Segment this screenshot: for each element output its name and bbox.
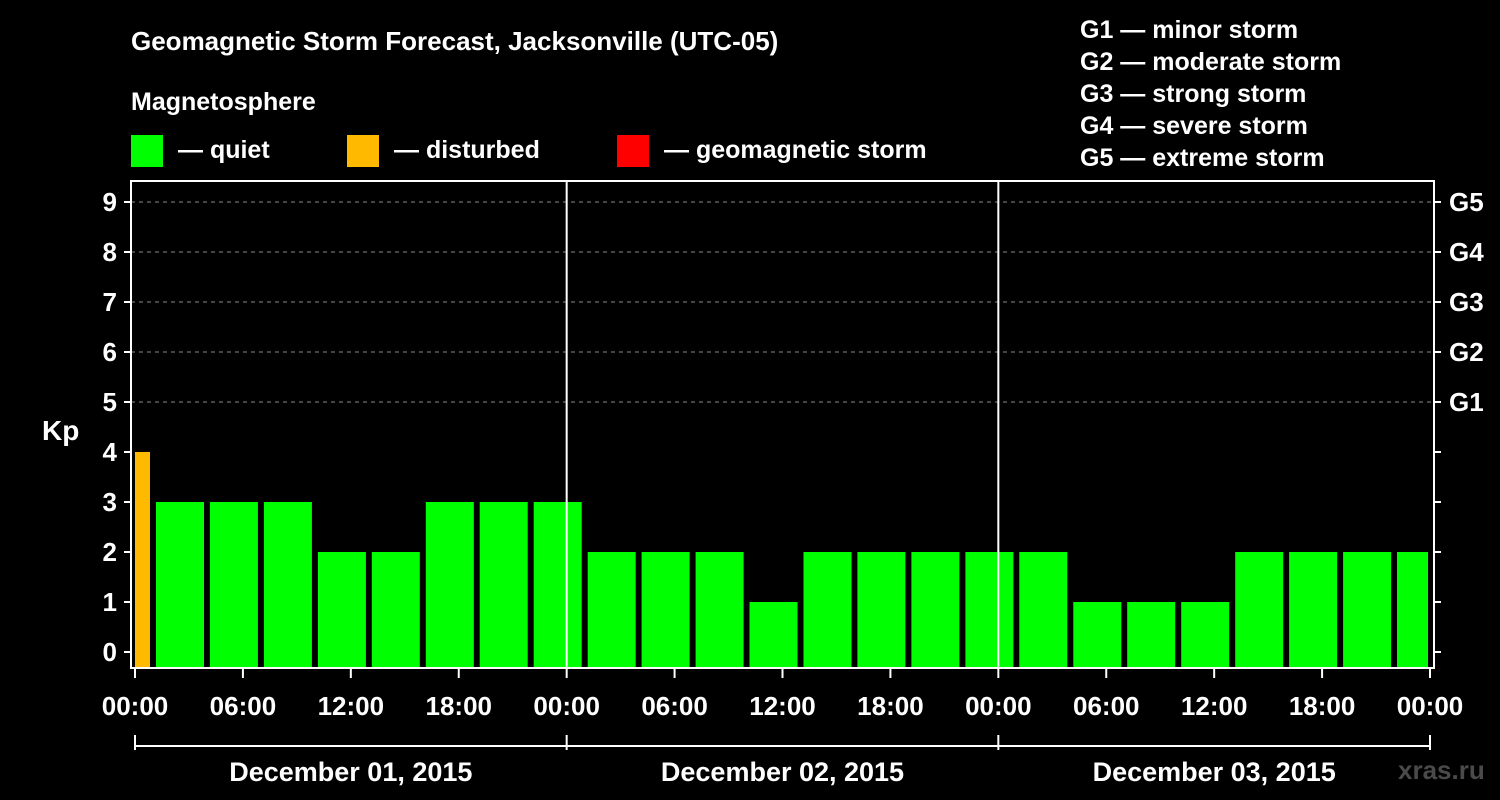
- y-tick-label-1: 1: [103, 587, 117, 617]
- bar-0: [135, 452, 150, 668]
- right-tick-label-g4: G4: [1449, 237, 1484, 267]
- bar-18: [1073, 602, 1122, 668]
- x-tick-label-8: 00:00: [965, 691, 1032, 721]
- x-tick-label-0: 00:00: [102, 691, 169, 721]
- legend-label-storm: — geomagnetic storm: [664, 136, 927, 164]
- bar-21: [1235, 552, 1284, 668]
- bar-15: [911, 552, 960, 668]
- day-label-1: December 01, 2015: [229, 757, 472, 787]
- legend-section-title: Magnetosphere: [131, 88, 316, 116]
- y-axis-label: Kp: [42, 415, 79, 446]
- bar-9: [587, 552, 636, 668]
- bar-2: [209, 502, 258, 668]
- bar-10: [641, 552, 690, 668]
- legend-swatch-disturbed: [347, 135, 379, 167]
- y-tick-label-4: 4: [103, 437, 118, 467]
- x-tick-label-11: 18:00: [1289, 691, 1356, 721]
- x-tick-label-3: 18:00: [426, 691, 493, 721]
- bar-3: [263, 502, 312, 668]
- bar-19: [1127, 602, 1176, 668]
- grid-layer: [131, 201, 1434, 403]
- bar-14: [857, 552, 906, 668]
- bar-17: [1019, 552, 1068, 668]
- bar-4: [317, 552, 366, 668]
- legend-swatch-storm: [617, 135, 649, 167]
- x-tick-label-7: 18:00: [857, 691, 924, 721]
- y-tick-label-7: 7: [103, 287, 117, 317]
- day-label-2: December 02, 2015: [661, 757, 904, 787]
- storm-scale-g2: G2 — moderate storm: [1080, 48, 1341, 76]
- y-tick-label-8: 8: [103, 237, 117, 267]
- storm-scale-g4: G4 — severe storm: [1080, 112, 1308, 140]
- x-tick-label-1: 06:00: [210, 691, 277, 721]
- axes-layer: 0 1 2 3 4 5 6 7 8 9 G1 G2 G3 G4 G5 00:00 06:00 12:00 18:00…: [102, 180, 1484, 787]
- bar-20: [1181, 602, 1230, 668]
- y-tick-label-3: 3: [103, 487, 117, 517]
- right-tick-label-g2: G2: [1449, 337, 1484, 367]
- x-tick-label-2: 12:00: [318, 691, 385, 721]
- storm-scale-g1: G1 — minor storm: [1080, 16, 1298, 44]
- legend-label-disturbed: — disturbed: [394, 136, 540, 164]
- bar-16: [965, 552, 1014, 668]
- right-tick-label-g1: G1: [1449, 387, 1484, 417]
- y-tick-label-5: 5: [103, 387, 117, 417]
- y-tick-label-2: 2: [103, 537, 117, 567]
- storm-scale-g3: G3 — strong storm: [1080, 80, 1306, 108]
- chart-title: Geomagnetic Storm Forecast, Jacksonville…: [131, 26, 778, 56]
- bar-8: [533, 502, 582, 668]
- legend-label-quiet: — quiet: [178, 136, 270, 164]
- bars-layer: [135, 452, 1428, 668]
- bar-22: [1289, 552, 1338, 668]
- bar-11: [695, 552, 744, 668]
- y-tick-label-0: 0: [103, 637, 117, 667]
- x-tick-label-9: 06:00: [1073, 691, 1140, 721]
- x-tick-label-5: 06:00: [641, 691, 708, 721]
- bar-6: [425, 502, 474, 668]
- watermark: xras.ru: [1398, 755, 1485, 785]
- bar-12: [749, 602, 798, 668]
- bar-1: [156, 502, 204, 668]
- legend-swatch-quiet: [131, 135, 163, 167]
- x-tick-label-10: 12:00: [1181, 691, 1248, 721]
- day-label-3: December 03, 2015: [1093, 757, 1336, 787]
- bar-24: [1397, 552, 1428, 668]
- bar-5: [371, 552, 420, 668]
- bar-23: [1343, 552, 1392, 668]
- right-tick-label-g3: G3: [1449, 287, 1484, 317]
- bar-13: [803, 552, 852, 668]
- y-tick-label-9: 9: [103, 187, 117, 217]
- x-tick-label-6: 12:00: [749, 691, 816, 721]
- y-tick-label-6: 6: [103, 337, 117, 367]
- storm-scale-g5: G5 — extreme storm: [1080, 144, 1325, 172]
- right-tick-label-g5: G5: [1449, 187, 1484, 217]
- x-tick-label-12: 00:00: [1397, 691, 1464, 721]
- bar-7: [479, 502, 528, 668]
- x-tick-label-4: 00:00: [533, 691, 600, 721]
